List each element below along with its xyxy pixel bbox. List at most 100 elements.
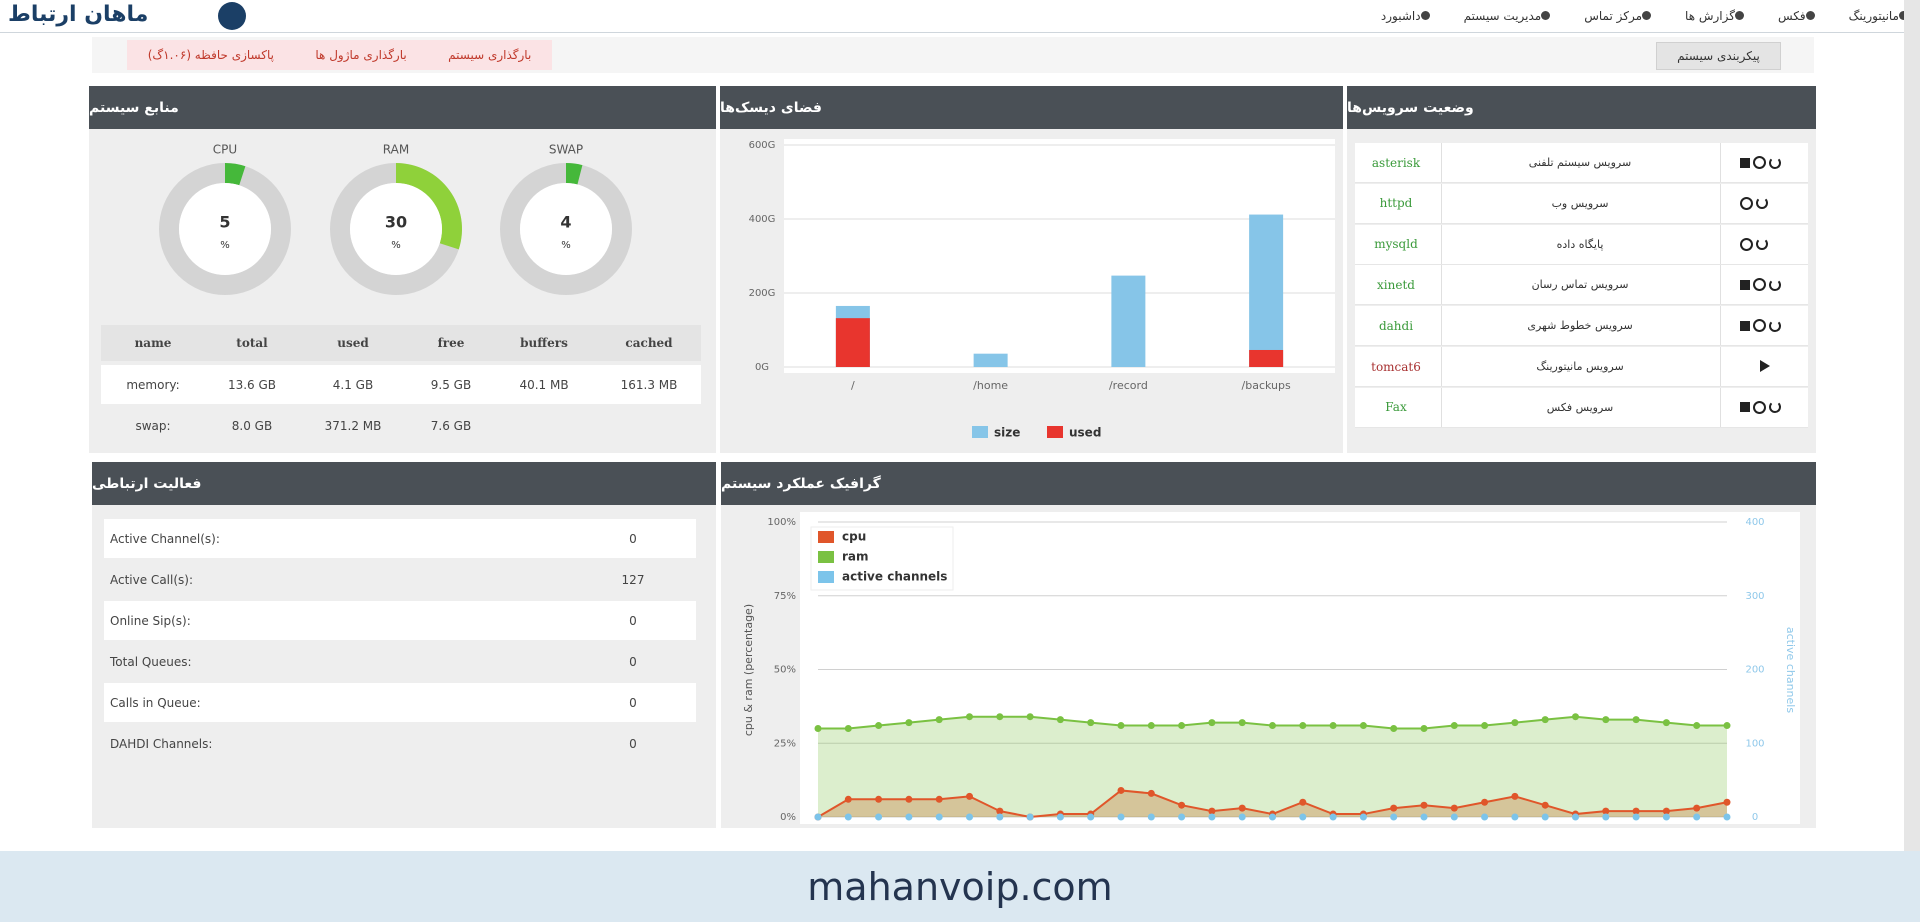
divider xyxy=(1441,143,1442,182)
divider xyxy=(1720,347,1721,386)
resources-panel: منابع سیستم name total used free buffers cach… xyxy=(89,86,716,453)
table-cell: 4.1 GB xyxy=(332,377,374,392)
nav-label: فکس xyxy=(1777,9,1806,23)
nav-item[interactable]: گزارش ها xyxy=(1685,9,1744,23)
control-icon[interactable] xyxy=(1740,157,1750,168)
service-controls xyxy=(1740,360,1770,372)
service-row: asterisk سرویس سیستم تلفنی xyxy=(1355,143,1808,183)
divider xyxy=(1720,265,1721,305)
service-row: tomcat6 سرویس مانیتورینگ xyxy=(1355,347,1808,387)
service-name: Fax xyxy=(1385,400,1407,415)
control-icon[interactable] xyxy=(1740,196,1753,210)
divider xyxy=(1720,224,1721,264)
scroll-edge xyxy=(1904,0,1920,851)
service-description: سرویس مانیتورینگ xyxy=(1536,360,1624,373)
service-row: dahdi سرویس خطوط شهری xyxy=(1355,306,1808,347)
service-controls xyxy=(1740,156,1781,169)
activity-label: Online Sip(s): xyxy=(110,613,191,628)
nav-label: مانیتورینگ xyxy=(1848,9,1899,23)
nav-icon xyxy=(1734,11,1744,20)
top-nav: ماهان ارتباط داشبورد مدیریت سیستم مرکز تما… xyxy=(0,0,1920,33)
nav-label: مرکز تماس xyxy=(1584,9,1643,23)
toolbar-action[interactable]: بارگذاری سیستم xyxy=(448,48,532,62)
activity-label: Calls in Queue: xyxy=(110,695,201,710)
table-header-cell: buffers xyxy=(520,336,568,350)
user-icon[interactable] xyxy=(218,2,246,30)
logo[interactable]: ماهان ارتباط xyxy=(8,2,149,27)
nav-item[interactable]: مرکز تماس xyxy=(1584,9,1652,23)
activity-row: Total Queues: 0 xyxy=(104,642,696,681)
activity-row: Online Sip(s): 0 xyxy=(104,601,696,640)
panel-title: گرافیک عملکرد سیستم xyxy=(721,462,1816,505)
control-icon[interactable] xyxy=(1740,237,1753,251)
control-icon[interactable] xyxy=(1753,319,1766,333)
divider xyxy=(1441,306,1442,346)
nav-label: گزارش ها xyxy=(1685,9,1735,23)
service-row: xinetd سرویس تماس رسان xyxy=(1355,265,1808,306)
activity-label: Active Channel(s): xyxy=(110,531,220,546)
divider xyxy=(1720,143,1721,182)
services-panel: وضعیت سرویس‌ها asterisk سرویس سیستم تلفنی… xyxy=(1347,86,1816,453)
table-cell: 8.0 GB xyxy=(231,418,273,433)
service-row: httpd سرویس وب xyxy=(1355,183,1808,224)
control-icon[interactable] xyxy=(1753,400,1766,414)
nav-item[interactable]: مانیتورینگ xyxy=(1849,9,1908,23)
nav-icon xyxy=(1420,11,1430,20)
activity-label: Total Queues: xyxy=(110,654,192,669)
nav-item[interactable]: مدیریت سیستم xyxy=(1464,9,1551,23)
activity-value: 0 xyxy=(629,695,637,710)
nav-icon xyxy=(1541,11,1551,20)
activity-panel: فعالیت ارتباطی Active Channel(s): 0 Active… xyxy=(92,462,716,828)
toolbar-action[interactable]: بارگذاری ماژول ها xyxy=(315,48,407,62)
service-controls xyxy=(1740,196,1768,210)
nav-item[interactable]: فکس xyxy=(1778,9,1815,23)
service-description: پایگاه داده xyxy=(1556,237,1604,251)
nav-item[interactable]: داشبورد xyxy=(1381,9,1430,23)
panel-title: فضای دیسک‌ها xyxy=(720,86,1343,129)
control-icon[interactable] xyxy=(1753,278,1766,292)
service-description: سرویس فکس xyxy=(1546,400,1614,414)
service-description: سرویس سیستم تلفنی xyxy=(1528,156,1632,169)
footer: mahanvoip.com xyxy=(0,851,1920,922)
service-description: سرویس وب xyxy=(1551,196,1609,210)
activity-row: DAHDI Channels: 0 xyxy=(104,724,696,763)
service-controls xyxy=(1740,400,1781,414)
table-row: swap: 8.0 GB 371.2 MB 7.6 GB xyxy=(101,408,701,443)
service-row: mysqld پایگاه داده xyxy=(1355,224,1808,265)
nav-icon xyxy=(1899,11,1908,20)
toolbar-action[interactable]: پاکسازی حافظه (۱.۰۶گ) xyxy=(147,48,274,62)
nav-icon xyxy=(1805,11,1815,20)
activity-row: Active Channel(s): 0 xyxy=(104,519,696,558)
activity-label: DAHDI Channels: xyxy=(110,736,213,751)
divider xyxy=(1720,183,1721,223)
control-icon[interactable] xyxy=(1769,156,1781,169)
activity-value: 0 xyxy=(629,736,637,751)
service-name: xinetd xyxy=(1377,277,1415,292)
config-button[interactable]: پیکربندی سیستم xyxy=(1656,42,1781,70)
panel-title: منابع سیستم xyxy=(89,86,716,129)
service-description: سرویس تماس رسان xyxy=(1531,278,1629,292)
toolbar-actions: پاکسازی حافظه (۱.۰۶گ) بارگذاری ماژول ها با… xyxy=(127,40,552,70)
control-icon[interactable] xyxy=(1769,278,1781,291)
control-icon[interactable] xyxy=(1740,279,1750,290)
control-icon[interactable] xyxy=(1753,156,1766,169)
divider xyxy=(1441,387,1442,427)
control-icon[interactable] xyxy=(1769,319,1781,332)
service-row: Fax سرویس فکس xyxy=(1355,387,1808,428)
control-icon[interactable] xyxy=(1756,238,1768,251)
control-icon[interactable] xyxy=(1740,320,1750,331)
control-icon[interactable] xyxy=(1760,360,1770,372)
control-icon[interactable] xyxy=(1756,197,1768,210)
divider xyxy=(1441,183,1442,223)
table-header-cell: used xyxy=(337,336,369,350)
activity-row: Active Call(s): 127 xyxy=(104,560,696,599)
divider xyxy=(1720,306,1721,346)
service-controls xyxy=(1740,278,1781,292)
control-icon[interactable] xyxy=(1740,402,1750,413)
divider xyxy=(1441,265,1442,305)
table-header-cell: cached xyxy=(625,336,673,350)
service-name: mysqld xyxy=(1374,237,1418,252)
panel-title: فعالیت ارتباطی xyxy=(92,462,716,505)
control-icon[interactable] xyxy=(1769,401,1781,414)
